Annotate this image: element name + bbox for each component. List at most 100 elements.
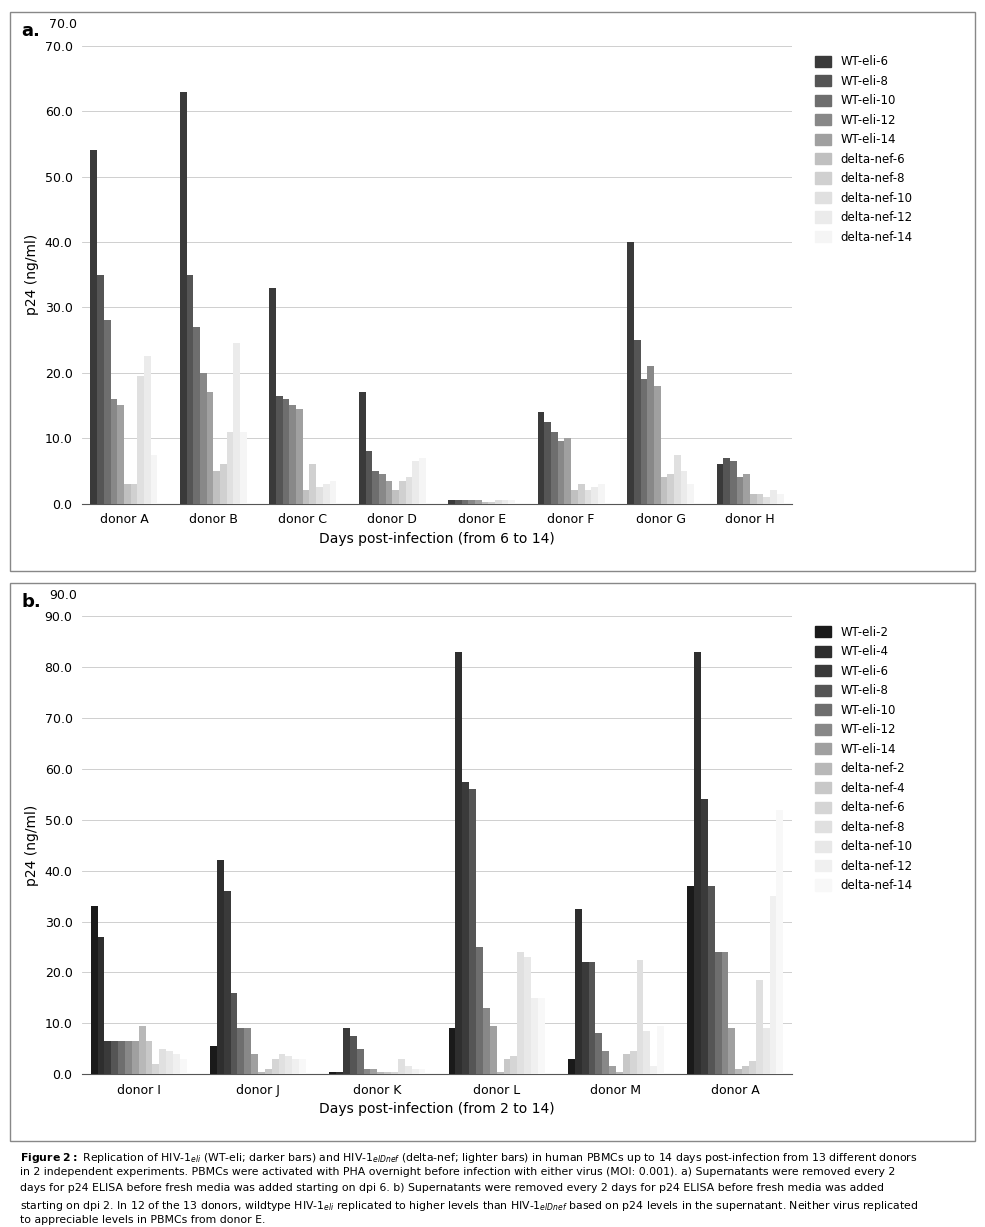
Bar xyxy=(769,896,776,1074)
Bar xyxy=(717,464,723,503)
Bar xyxy=(98,275,103,503)
Bar xyxy=(309,464,316,503)
Bar xyxy=(139,1026,146,1074)
Bar xyxy=(763,497,770,503)
Bar xyxy=(230,993,237,1074)
Bar xyxy=(131,483,137,503)
Bar xyxy=(398,1059,405,1074)
Bar xyxy=(755,980,762,1074)
Bar xyxy=(571,491,578,503)
Bar xyxy=(180,92,186,503)
Text: in 2 independent experiments. PBMCs were activated with PHA overnight before inf: in 2 independent experiments. PBMCs were… xyxy=(20,1167,895,1177)
Bar xyxy=(616,1071,623,1074)
Bar xyxy=(490,1026,496,1074)
Bar xyxy=(370,1069,377,1074)
Bar xyxy=(392,491,399,503)
Bar xyxy=(667,474,674,503)
Bar xyxy=(722,952,728,1074)
Bar xyxy=(419,1069,426,1074)
Bar xyxy=(462,782,469,1074)
Bar xyxy=(654,385,661,503)
Bar xyxy=(227,432,233,503)
Bar xyxy=(220,464,227,503)
Bar xyxy=(357,1049,363,1074)
Bar xyxy=(489,502,495,503)
Bar xyxy=(503,1059,510,1074)
Bar xyxy=(316,487,323,503)
Bar xyxy=(448,1028,455,1074)
Bar xyxy=(584,491,591,503)
Bar xyxy=(146,1040,153,1074)
Bar xyxy=(538,998,545,1074)
Bar xyxy=(756,493,763,503)
Bar xyxy=(552,432,558,503)
Bar xyxy=(98,936,104,1074)
Bar xyxy=(578,483,584,503)
Bar xyxy=(674,454,681,503)
Bar xyxy=(265,1069,272,1074)
Text: b.: b. xyxy=(22,593,41,611)
Bar xyxy=(744,474,751,503)
Bar xyxy=(110,399,117,503)
Bar xyxy=(598,483,605,503)
Bar xyxy=(681,471,688,503)
Bar xyxy=(419,458,426,503)
Text: days for p24 ELISA before fresh media was added starting on dpi 6. b) Supernatan: days for p24 ELISA before fresh media wa… xyxy=(20,1183,884,1193)
Text: to appreciable levels in PBMCs from donor E.: to appreciable levels in PBMCs from dono… xyxy=(20,1215,265,1225)
Bar xyxy=(406,477,413,503)
Bar xyxy=(737,477,744,503)
Bar xyxy=(91,907,98,1074)
Bar xyxy=(643,1031,650,1074)
Bar xyxy=(762,1028,769,1074)
Bar xyxy=(483,1009,490,1074)
Bar xyxy=(251,1054,258,1074)
Bar xyxy=(283,399,290,503)
Bar xyxy=(302,491,309,503)
Bar xyxy=(545,422,552,503)
Bar xyxy=(517,952,524,1074)
Bar xyxy=(237,1028,244,1074)
Bar xyxy=(240,432,247,503)
Bar xyxy=(125,1040,132,1074)
Bar xyxy=(688,886,694,1074)
Bar xyxy=(413,461,419,503)
Bar xyxy=(412,1069,419,1074)
Bar xyxy=(581,962,588,1074)
Bar xyxy=(742,1066,749,1074)
Bar xyxy=(524,957,531,1074)
Bar xyxy=(538,412,545,503)
Text: a.: a. xyxy=(22,22,40,40)
Bar xyxy=(350,1036,357,1074)
Bar xyxy=(214,471,220,503)
Bar xyxy=(323,483,330,503)
Bar xyxy=(623,1054,629,1074)
Bar xyxy=(279,1054,286,1074)
Bar xyxy=(730,461,737,503)
Bar xyxy=(258,1071,265,1074)
Bar xyxy=(193,326,200,503)
Bar xyxy=(455,501,462,503)
Bar xyxy=(372,471,379,503)
Bar xyxy=(591,487,598,503)
X-axis label: Days post-infection (from 6 to 14): Days post-infection (from 6 to 14) xyxy=(319,531,555,546)
Bar xyxy=(91,151,98,503)
Bar xyxy=(244,1028,251,1074)
Bar xyxy=(735,1069,742,1074)
Bar xyxy=(475,501,482,503)
Bar xyxy=(627,242,634,503)
Bar xyxy=(160,1049,166,1074)
Bar xyxy=(173,1054,180,1074)
Bar xyxy=(405,1066,412,1074)
Bar xyxy=(180,1059,187,1074)
Bar xyxy=(330,481,336,503)
Bar xyxy=(137,375,144,503)
Bar xyxy=(233,344,240,503)
Bar xyxy=(531,998,538,1074)
Bar xyxy=(770,491,777,503)
Bar xyxy=(343,1028,350,1074)
Bar xyxy=(379,474,385,503)
Legend: WT-eli-6, WT-eli-8, WT-eli-10, WT-eli-12, WT-eli-14, delta-nef-6, delta-nef-8, d: WT-eli-6, WT-eli-8, WT-eli-10, WT-eli-12… xyxy=(812,52,916,247)
Bar xyxy=(496,1071,503,1074)
Bar xyxy=(299,1059,306,1074)
Bar xyxy=(602,1052,609,1074)
